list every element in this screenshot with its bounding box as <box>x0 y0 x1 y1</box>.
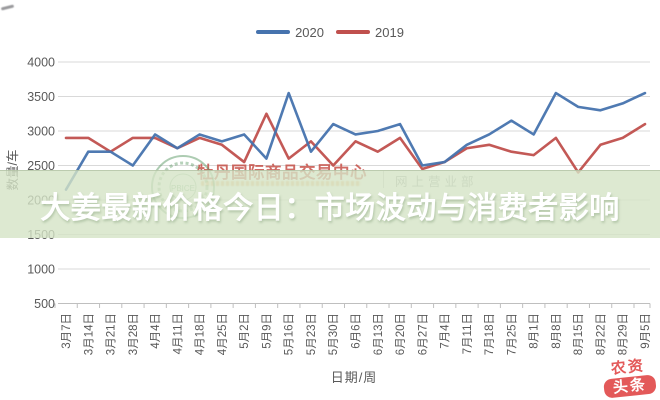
svg-text:4月4日: 4月4日 <box>150 313 162 349</box>
svg-text:1000: 1000 <box>27 263 55 277</box>
svg-text:3月14日: 3月14日 <box>83 313 95 355</box>
svg-text:9月5日: 9月5日 <box>640 313 652 349</box>
svg-text:7月18日: 7月18日 <box>484 313 496 355</box>
svg-text:4000: 4000 <box>27 56 55 70</box>
svg-text:6月13日: 6月13日 <box>373 313 385 355</box>
headline-title: 大姜最新价格今日：市场波动与消费者影响 <box>40 191 620 225</box>
svg-text:8月29日: 8月29日 <box>618 313 630 355</box>
svg-text:6月27日: 6月27日 <box>417 313 429 355</box>
legend-item-2020: 2020 <box>256 25 324 40</box>
svg-text:7月4日: 7月4日 <box>440 313 452 349</box>
svg-text:8月8日: 8月8日 <box>551 313 563 349</box>
svg-text:5月16日: 5月16日 <box>284 313 296 355</box>
legend-item-2019: 2019 <box>336 25 404 40</box>
headline-band: 大姜最新价格今日：市场波动与消费者影响 <box>0 170 660 238</box>
svg-text:3000: 3000 <box>27 125 55 139</box>
svg-text:8月15日: 8月15日 <box>573 313 585 355</box>
svg-text:3月21日: 3月21日 <box>106 313 118 355</box>
svg-text:3月28日: 3月28日 <box>128 313 140 355</box>
legend-label-2020: 2020 <box>295 24 324 40</box>
legend-label-2019: 2019 <box>375 24 404 40</box>
svg-text:4月25日: 4月25日 <box>217 313 229 355</box>
svg-text:7月25日: 7月25日 <box>506 313 518 355</box>
svg-text:3月7日: 3月7日 <box>61 313 73 349</box>
svg-text:8月22日: 8月22日 <box>595 313 607 355</box>
legend-swatch-2020-icon <box>256 30 291 34</box>
svg-text:500: 500 <box>34 297 55 311</box>
svg-text:5月23日: 5月23日 <box>306 313 318 355</box>
svg-text:4月11日: 4月11日 <box>172 313 184 354</box>
chart-legend: 2020 2019 <box>0 24 660 40</box>
svg-text:7月11日: 7月11日 <box>462 313 474 354</box>
svg-text:6月20日: 6月20日 <box>395 313 407 355</box>
svg-text:6月6日: 6月6日 <box>350 313 362 349</box>
svg-text:5月2日: 5月2日 <box>239 313 251 349</box>
svg-text:4月18日: 4月18日 <box>195 313 207 355</box>
svg-text:5月9日: 5月9日 <box>261 313 273 349</box>
svg-text:8月1日: 8月1日 <box>529 313 541 349</box>
svg-text:2500: 2500 <box>27 159 55 173</box>
legend-swatch-2019-icon <box>336 30 370 34</box>
x-axis-title: 日期/周 <box>330 370 378 385</box>
nongzi-toutiao-logo: 农资 头条 <box>598 356 660 399</box>
svg-text:5月30日: 5月30日 <box>328 313 340 355</box>
svg-text:3500: 3500 <box>27 90 55 104</box>
